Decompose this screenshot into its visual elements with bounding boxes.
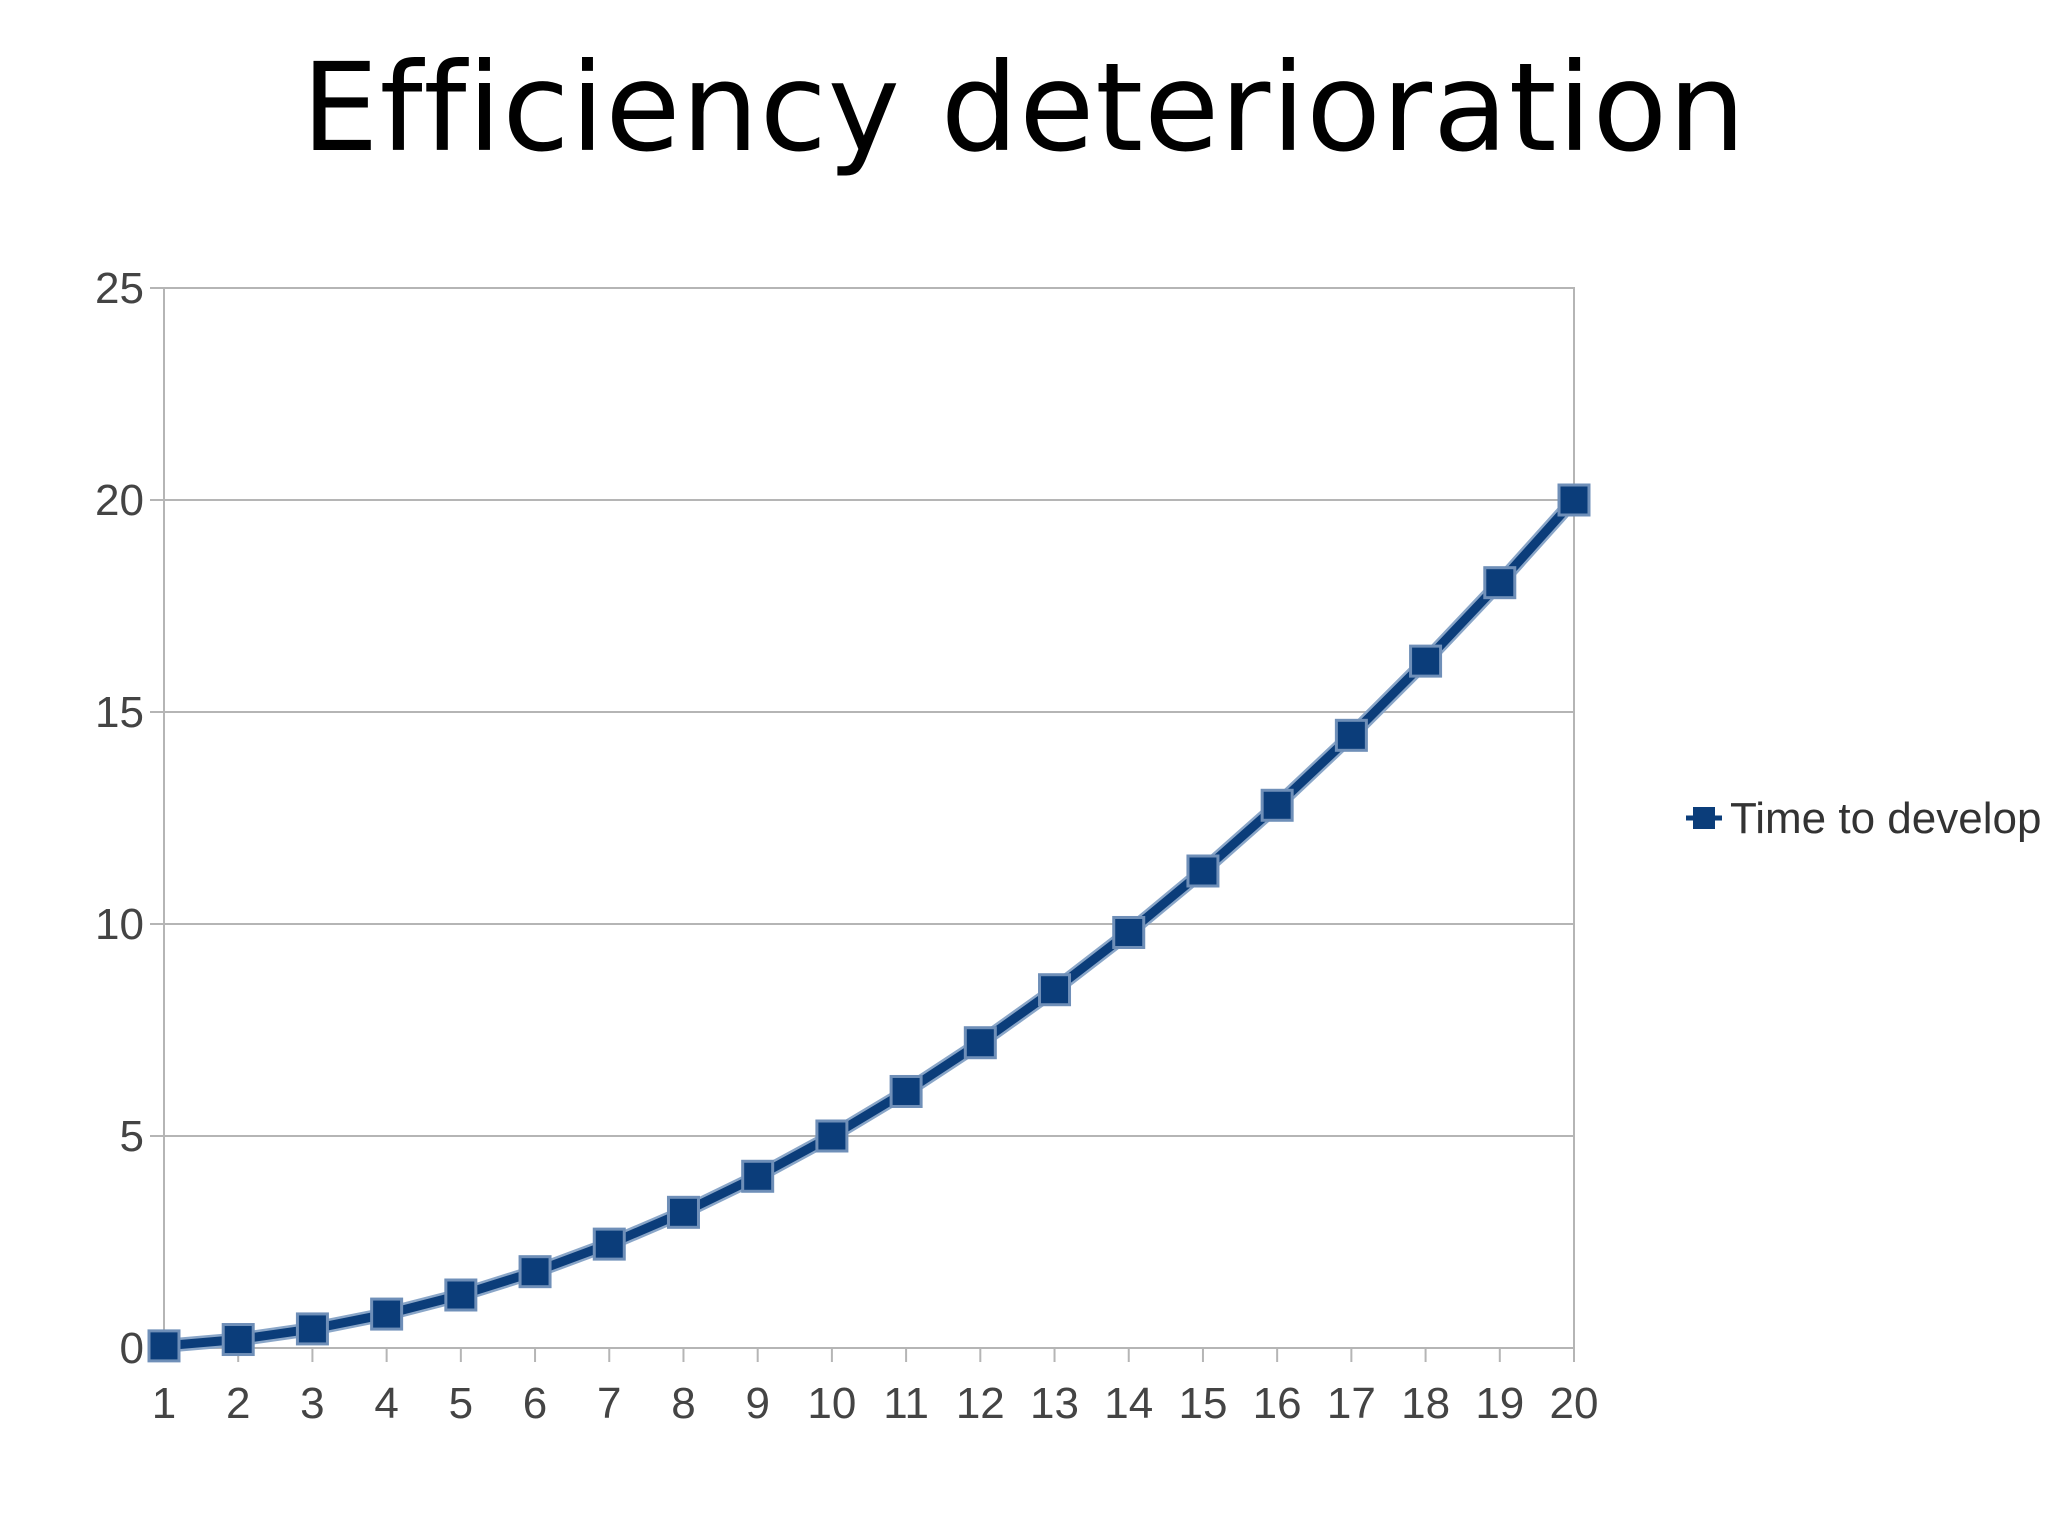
data-point-marker (1409, 644, 1443, 678)
x-tick-label: 18 (1401, 1379, 1450, 1428)
legend: Time to develop (1686, 794, 2041, 843)
y-tick-label: 5 (120, 1112, 144, 1161)
plot-frame (163, 287, 1575, 1349)
x-axis: 1 2 3 4 5 6 7 8 9 10 11 12 13 14 15 16 17 18 19 20 (152, 1347, 1599, 1428)
data-point-marker (963, 1026, 997, 1060)
x-tick-label: 4 (374, 1379, 398, 1428)
slide-title: Efficiency deterioration (301, 37, 1747, 179)
data-point-marker (370, 1297, 404, 1331)
legend-marker (1693, 807, 1715, 829)
x-tick-label: 1 (152, 1379, 176, 1428)
x-tick-label: 12 (956, 1379, 1005, 1428)
data-point-marker (1186, 854, 1220, 888)
x-tick-label: 5 (449, 1379, 473, 1428)
plot-area (163, 287, 1575, 1349)
data-point-marker (741, 1159, 775, 1193)
y-tick-label: 25 (95, 264, 144, 313)
data-point-marker (1260, 788, 1294, 822)
x-tick-label: 19 (1475, 1379, 1524, 1428)
y-axis: 0 5 10 15 20 25 (95, 264, 165, 1373)
x-tick-label: 11 (883, 1379, 929, 1428)
data-point-marker (889, 1074, 923, 1108)
x-tick-label: 7 (597, 1379, 621, 1428)
legend-label: Time to develop (1730, 794, 2041, 843)
data-point-marker (1557, 483, 1591, 517)
data-point-marker (147, 1329, 181, 1363)
x-tick-label: 13 (1030, 1379, 1079, 1428)
x-tick-label: 2 (226, 1379, 250, 1428)
data-point-marker (1038, 973, 1072, 1007)
data-point-marker (815, 1119, 849, 1153)
data-point-marker (592, 1227, 626, 1261)
x-tick-label: 15 (1178, 1379, 1227, 1428)
data-point-marker (221, 1323, 255, 1357)
y-tick-label: 15 (95, 688, 144, 737)
data-point-marker (295, 1312, 329, 1346)
data-point-marker (666, 1195, 700, 1229)
x-tick-label: 14 (1104, 1379, 1153, 1428)
data-point-marker (518, 1255, 552, 1289)
data-point-marker (444, 1278, 478, 1312)
x-tick-label: 16 (1253, 1379, 1302, 1428)
x-tick-label: 20 (1550, 1379, 1599, 1428)
data-point-marker (1334, 718, 1368, 752)
x-tick-label: 3 (300, 1379, 324, 1428)
series-group (147, 483, 1591, 1363)
y-tick-label: 10 (95, 900, 144, 949)
y-tick-label: 0 (120, 1324, 144, 1373)
x-tick-label: 17 (1327, 1379, 1376, 1428)
x-tick-label: 6 (523, 1379, 547, 1428)
data-point-marker (1112, 915, 1146, 949)
y-tick-label: 20 (95, 476, 144, 525)
data-point-marker (1483, 566, 1517, 600)
x-tick-label: 9 (745, 1379, 769, 1428)
x-tick-label: 10 (807, 1379, 856, 1428)
x-tick-label: 8 (671, 1379, 695, 1428)
